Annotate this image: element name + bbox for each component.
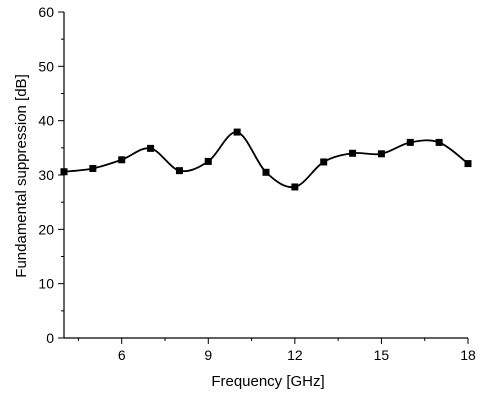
data-point-marker [435, 138, 443, 146]
data-point-marker [406, 138, 414, 146]
data-point-marker [204, 157, 212, 165]
x-tick-label: 12 [287, 347, 303, 363]
markers [60, 128, 472, 191]
y-axis-title: Fundamental suppression [dB] [13, 74, 30, 277]
y-tick-label: 0 [46, 330, 54, 346]
data-point-marker [291, 183, 299, 191]
data-point-marker [320, 158, 328, 166]
data-point-marker [233, 128, 241, 136]
x-axis-title: Frequency [GHz] [211, 373, 324, 390]
y-tick-label: 10 [38, 276, 54, 292]
tick-labels: 0 10 20 30 40 50 60 6 9 12 15 18 [38, 4, 476, 363]
data-point-marker [89, 164, 97, 172]
data-point-marker [147, 144, 155, 152]
y-tick-label: 20 [38, 221, 54, 237]
y-tick-label: 60 [38, 4, 54, 20]
y-tick-label: 30 [38, 167, 54, 183]
y-tick-label: 50 [38, 58, 54, 74]
data-point-marker [60, 168, 68, 176]
data-point-marker [464, 160, 472, 168]
x-tick-label: 6 [118, 347, 126, 363]
x-tick-label: 18 [460, 347, 476, 363]
x-tick-label: 15 [374, 347, 390, 363]
data-point-marker [175, 167, 183, 175]
data-point-marker [349, 149, 357, 157]
y-tick-label: 40 [38, 113, 54, 129]
x-tick-label: 9 [204, 347, 212, 363]
data-point-marker [377, 150, 385, 158]
data-point-marker [262, 168, 270, 176]
data-point-marker [118, 156, 126, 164]
axes [58, 11, 469, 344]
